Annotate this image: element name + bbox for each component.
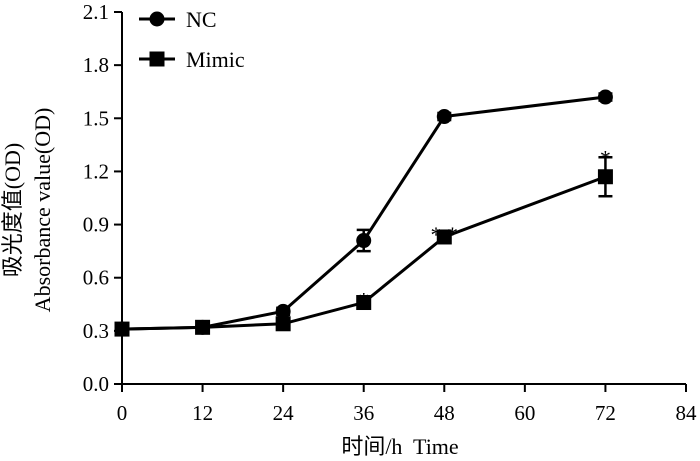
data-point [195,319,211,335]
y-tick-label: 2.1 [83,0,109,24]
legend-item-mimic: Mimic [139,47,245,72]
x-tick-label: 72 [595,401,616,425]
significance-marker: * [600,146,611,171]
data-point [114,321,130,337]
legend-item-nc: NC [139,7,217,32]
y-tick-label: 1.8 [83,53,109,77]
y-tick-label: 1.5 [83,106,109,130]
x-tick-label: 84 [676,401,698,425]
y-tick-label: 0.6 [83,266,109,290]
y-axis-title-english: Absorbance value(OD) [30,108,55,313]
legend: NC Mimic [139,7,245,72]
legend-marker [149,51,165,67]
x-tick-label: 48 [434,401,455,425]
legend-label: Mimic [186,47,245,72]
data-point [597,89,613,105]
x-tick-label: 36 [353,401,374,425]
x-ticks: 0 12 24 36 48 60 72 84 [117,384,697,425]
series-mimic [114,156,613,337]
x-axis-title: 时间/h Time [341,434,458,459]
data-point [356,233,372,249]
y-ticks: 0.0 0.3 0.6 0.9 1.2 1.5 1.8 2.1 [83,0,122,396]
legend-label: NC [186,7,217,32]
significance-annotations: * * * * [358,146,611,313]
data-point [275,303,291,319]
y-tick-label: 0.9 [83,213,109,237]
y-axis-title-chinese: 吸光度值(OD) [0,143,25,277]
x-tick-label: 0 [117,401,128,425]
significance-marker: * [358,287,369,312]
x-tick-label: 12 [192,401,213,425]
x-tick-label: 24 [273,401,295,425]
series-layer [114,89,613,337]
data-point [597,169,613,185]
y-tick-label: 1.2 [83,159,109,183]
legend-marker [149,11,165,27]
data-point [436,109,452,125]
significance-marker: * * [431,222,459,247]
axes: 0.0 0.3 0.6 0.9 1.2 1.5 1.8 2.1 0 12 24 36 48 60 72 84 [83,0,697,425]
data-point [436,229,452,245]
data-point [356,295,372,311]
y-tick-label: 0.0 [83,372,109,396]
data-point [275,316,291,332]
x-tick-label: 60 [514,401,535,425]
y-tick-label: 0.3 [83,319,109,343]
series-line [121,175,606,331]
